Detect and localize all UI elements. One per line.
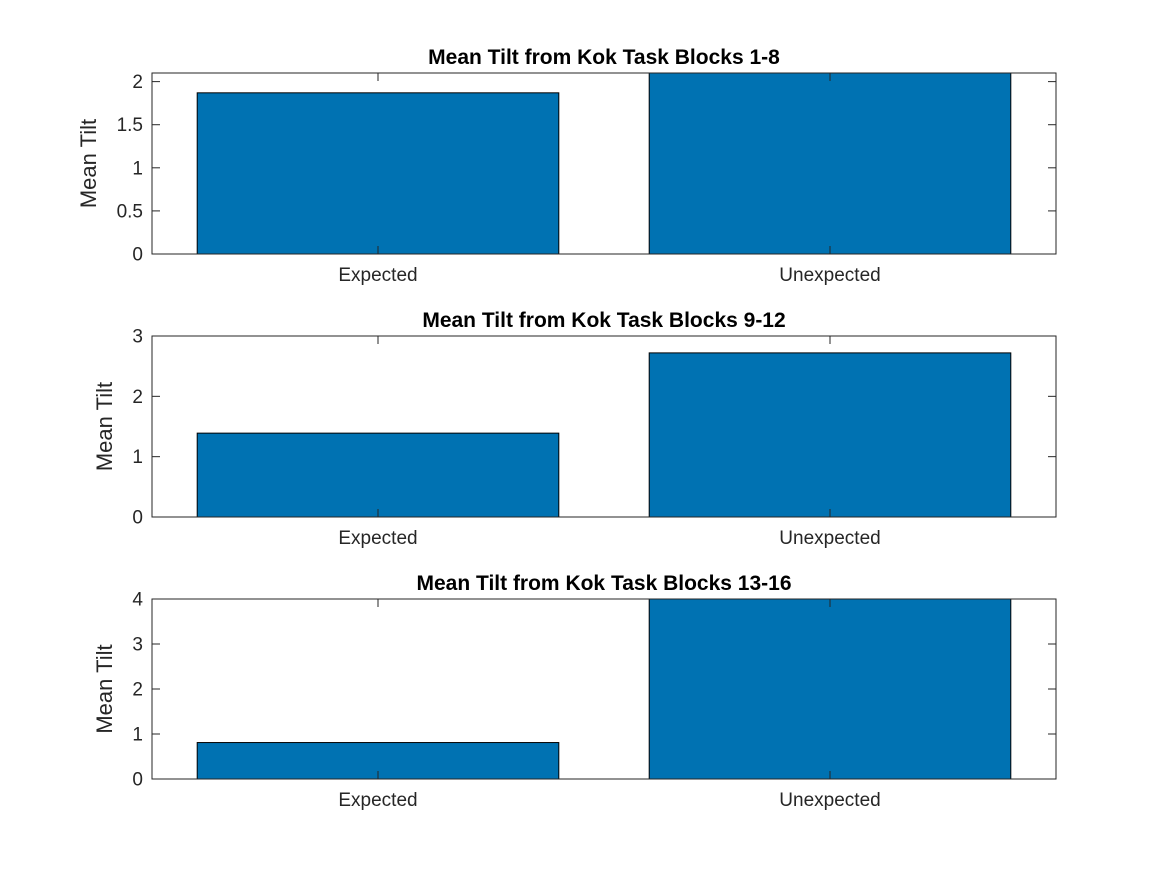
x-tick-label: Unexpected xyxy=(779,265,880,286)
chart-title: Mean Tilt from Kok Task Blocks 1-8 xyxy=(428,46,780,69)
y-tick-label: 3 xyxy=(132,327,143,348)
y-tick-label: 2 xyxy=(132,680,143,701)
y-tick-label: 0 xyxy=(132,508,143,529)
x-tick-label: Unexpected xyxy=(779,528,880,549)
bar-unexpected xyxy=(648,72,1012,255)
y-axis-label: Mean Tilt xyxy=(92,644,117,733)
y-tick-label: 3 xyxy=(132,635,143,656)
bar-unexpected xyxy=(648,352,1012,518)
y-tick-label: 0 xyxy=(132,770,143,791)
y-tick-label: 1 xyxy=(132,158,143,179)
bar-expected xyxy=(196,432,560,518)
y-tick-label: 1 xyxy=(132,447,143,468)
axes-box xyxy=(151,72,1057,255)
y-tick-label: 4 xyxy=(132,590,143,611)
chart-title: Mean Tilt from Kok Task Blocks 9-12 xyxy=(422,309,785,332)
bar-expected xyxy=(196,92,560,255)
x-tick-label: Expected xyxy=(338,528,417,549)
y-axis-label: Mean Tilt xyxy=(92,382,117,471)
y-tick-label: 0.5 xyxy=(117,201,143,222)
y-tick-label: 1 xyxy=(132,725,143,746)
x-tick-label: Expected xyxy=(338,265,417,286)
x-tick-label: Expected xyxy=(338,790,417,811)
subplot-3: 0 1 2 3 4 Expected Unexpected Mean Tilt from Ko… xyxy=(92,572,1057,811)
y-tick-label: 2 xyxy=(132,387,143,408)
y-axis-label: Mean Tilt xyxy=(76,119,101,208)
y-tick-label: 0 xyxy=(132,245,143,266)
bar-unexpected xyxy=(648,598,1012,780)
y-tick-label: 1.5 xyxy=(117,115,143,136)
y-tick-label: 2 xyxy=(132,72,143,93)
subplot-2: 0 1 2 3 Expected Unexpected Mean Tilt from Kok… xyxy=(92,309,1057,549)
subplot-1: 0 0.5 1 1.5 2 Expected Unexpected Mean Tilt fro… xyxy=(76,46,1057,286)
axes-box xyxy=(151,335,1057,518)
x-tick-label: Unexpected xyxy=(779,790,880,811)
chart-title: Mean Tilt from Kok Task Blocks 13-16 xyxy=(416,572,791,595)
